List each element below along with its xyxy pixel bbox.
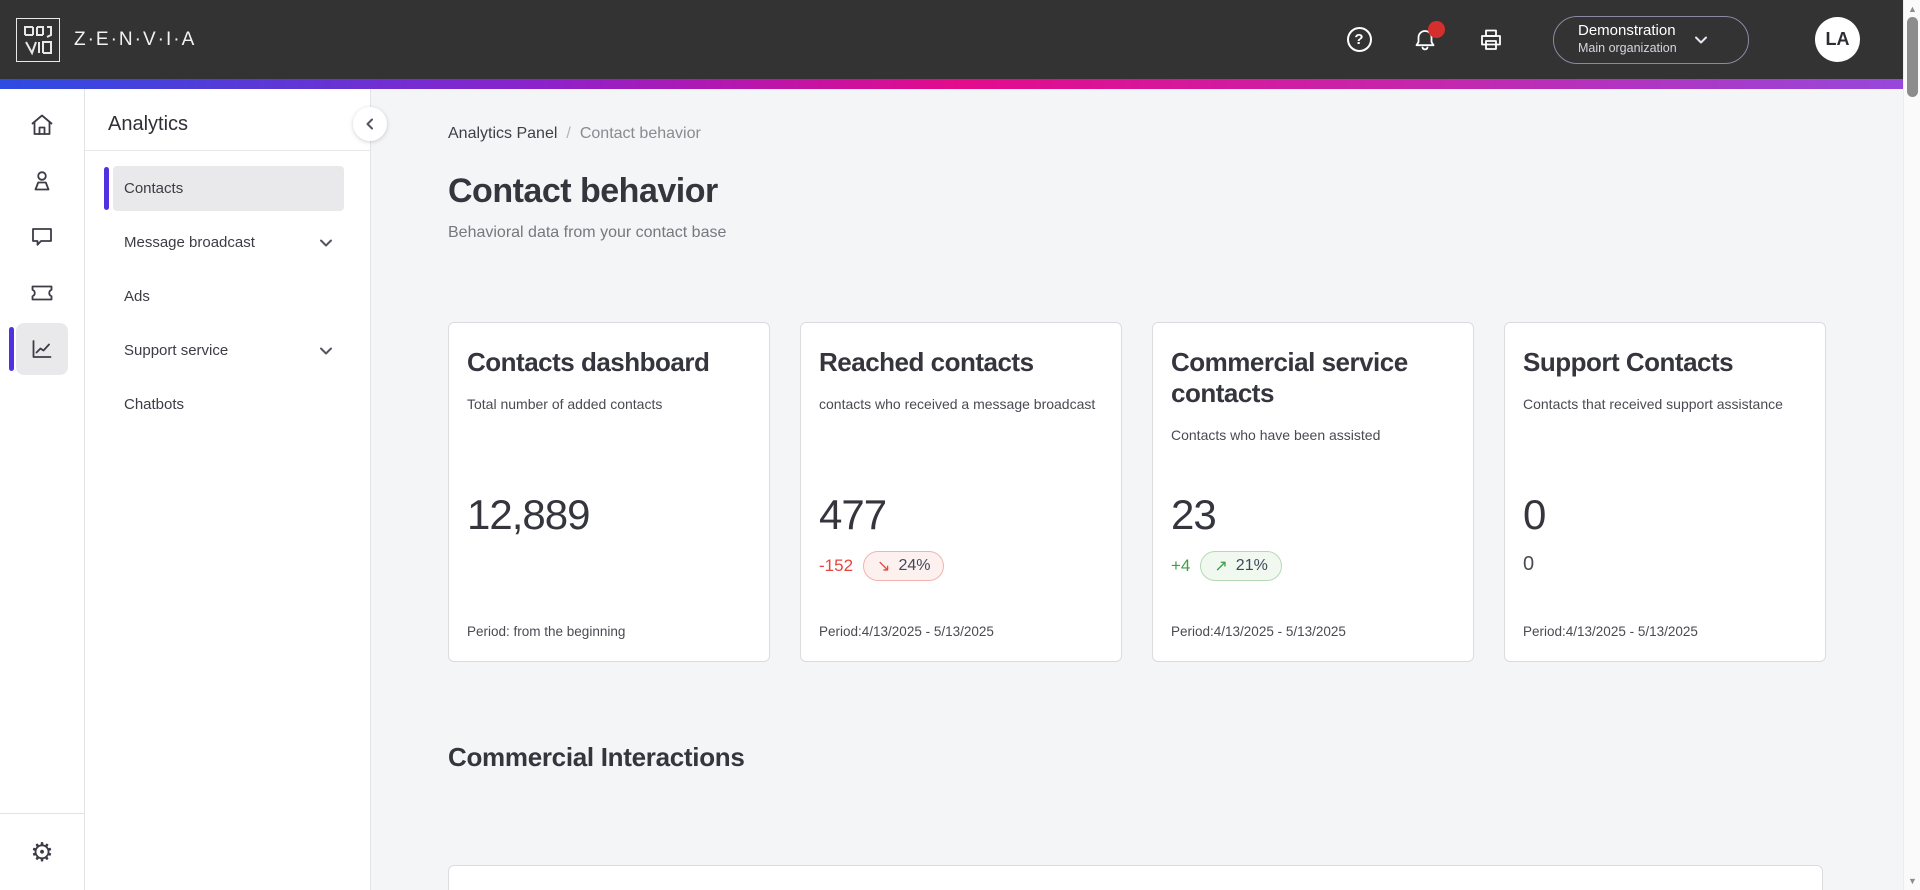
organization-subtitle: Main organization [1578, 41, 1677, 56]
scroll-up-arrow-icon[interactable]: ▲ [1908, 4, 1917, 14]
scroll-down-arrow-icon[interactable]: ▼ [1908, 876, 1917, 886]
organization-name: Demonstration [1578, 22, 1676, 40]
nav-rail-footer: ⚙ [0, 813, 84, 890]
card-title: Commercial service contacts [1171, 347, 1408, 409]
help-icon[interactable]: ? [1345, 26, 1373, 54]
card-value: 12,889 [467, 491, 590, 538]
sidebar-divider [85, 150, 370, 151]
card-secondary-value: 0 [1523, 553, 1535, 575]
nav-item-analytics[interactable] [0, 321, 84, 377]
card-value: 0 [1523, 491, 1546, 538]
stat-cards-row: Contacts dashboard Total number of added… [448, 322, 1920, 662]
card-value: 477 [819, 491, 887, 538]
breadcrumb: Analytics Panel / Contact behavior [448, 125, 1920, 143]
sidebar-item-contacts[interactable]: Contacts [104, 166, 344, 211]
card-commercial-service-contacts: Commercial service contacts Contacts who… [1152, 322, 1474, 662]
card-support-contacts: Support Contacts Contacts that received … [1504, 322, 1826, 662]
trend-percent: 21% [1235, 557, 1268, 574]
nav-item-tickets[interactable] [0, 265, 84, 321]
page-subtitle: Behavioral data from your contact base [448, 224, 727, 241]
zenvia-logo-icon [16, 17, 60, 62]
sidebar-item-support-service[interactable]: Support service [113, 328, 344, 373]
brand-wordmark: Z·E·N·V·I·A [74, 28, 197, 50]
chat-icon [32, 228, 52, 246]
notifications-icon[interactable] [1411, 20, 1445, 54]
person-icon [34, 171, 50, 191]
card-contacts-dashboard: Contacts dashboard Total number of added… [448, 322, 770, 662]
avatar[interactable]: LA [1815, 17, 1860, 62]
sidebar-item-chatbots[interactable]: Chatbots [124, 396, 185, 413]
section-title-commercial-interactions: Commercial Interactions [448, 742, 745, 772]
page-title: Contact behavior [448, 172, 718, 210]
card-value: 23 [1171, 491, 1217, 538]
scrollbar[interactable]: ▲ ▼ [1903, 0, 1920, 890]
delta-value: -152 [819, 556, 854, 575]
sidebar-item-message-broadcast[interactable]: Message broadcast [113, 220, 344, 265]
analytics-sidebar: Analytics Contacts Message broadcast Ads… [85, 89, 387, 890]
trend-badge: ↗ 21% [1200, 551, 1282, 581]
nav-item-conversations[interactable] [0, 209, 84, 265]
settings-gear-icon[interactable]: ⚙ [30, 837, 54, 867]
breadcrumb-analytics-panel[interactable]: Analytics Panel [448, 125, 558, 142]
brand-gradient-bar [0, 79, 1920, 89]
notification-badge [1428, 20, 1445, 38]
active-indicator [9, 327, 14, 371]
card-period: Period:4/13/2025 - 5/13/2025 [1523, 624, 1698, 639]
card-period: Period:4/13/2025 - 5/13/2025 [819, 624, 994, 639]
card-reached-contacts: Reached contacts contacts who received a… [800, 322, 1122, 662]
nav-item-contacts[interactable] [0, 153, 84, 209]
chevron-down-icon [318, 343, 334, 359]
organization-switcher[interactable]: Demonstration Main organization [1553, 15, 1749, 64]
breadcrumb-current: Contact behavior [579, 125, 701, 142]
trend-percent: 24% [898, 557, 931, 574]
breadcrumb-separator: / [566, 125, 571, 142]
delta-value: +4 [1171, 556, 1191, 575]
card-period: Period: from the beginning [467, 624, 626, 639]
card-title: Support Contacts [1523, 347, 1734, 377]
active-indicator [104, 167, 109, 210]
card-description: Contacts who have been assisted [1171, 427, 1381, 444]
scrollbar-thumb[interactable] [1906, 17, 1918, 97]
chevron-down-icon [318, 235, 334, 251]
nav-rail: ⚙ [0, 89, 85, 890]
trend-up-icon: ↗ [1214, 558, 1228, 575]
analytics-chart-icon [32, 340, 52, 358]
main-content: Analytics Panel / Contact behavior Conta… [371, 89, 1920, 890]
trend-down-icon: ↘ [877, 558, 891, 575]
card-title: Reached contacts [819, 347, 1034, 377]
trend-badge: ↘ 24% [863, 551, 945, 581]
sidebar-item-ads[interactable]: Ads [124, 288, 150, 305]
sidebar-collapse-button[interactable] [353, 107, 387, 141]
commercial-interactions-card [448, 865, 1823, 890]
card-description: contacts who received a message broadcas… [819, 396, 1096, 413]
ticket-icon [31, 285, 53, 301]
chevron-down-icon [1693, 32, 1709, 48]
brand: Z·E·N·V·I·A [16, 17, 197, 62]
card-period: Period:4/13/2025 - 5/13/2025 [1171, 624, 1346, 639]
card-title: Contacts dashboard [467, 347, 710, 377]
card-description: Total number of added contacts [467, 396, 663, 413]
sidebar-title: Analytics [108, 113, 189, 135]
top-bar: Z·E·N·V·I·A ? Demonstration Main organiz… [0, 0, 1920, 79]
card-description: Contacts that received support assistanc… [1523, 396, 1783, 413]
nav-item-home[interactable] [0, 97, 84, 153]
home-icon [31, 114, 53, 135]
printer-icon[interactable] [1477, 26, 1505, 54]
